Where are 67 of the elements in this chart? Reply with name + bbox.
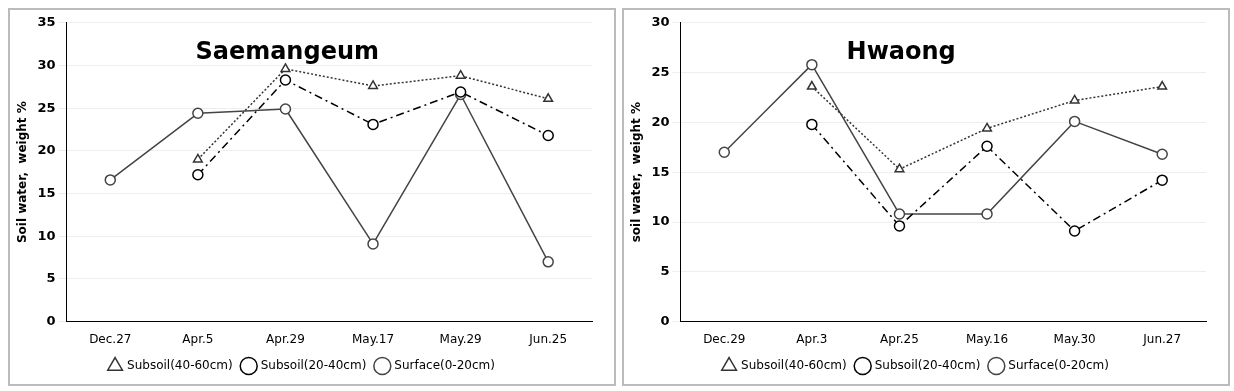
- text: Hwaong: [846, 37, 956, 66]
- x-tick-label: Jun.25: [528, 331, 568, 346]
- y-tick-label: 35: [37, 14, 56, 30]
- legend-label: Surface(0-20cm): [394, 358, 495, 373]
- text: Saemangeum: [195, 37, 380, 66]
- y-tick-label: 25: [37, 99, 56, 115]
- legend-label: Surface(0-20cm): [1008, 358, 1109, 373]
- y-axis-title: Soil water, weight %: [15, 101, 30, 244]
- y-tick-label: 20: [37, 142, 56, 158]
- x-tick-label: Dec.27: [89, 331, 132, 346]
- point: [1068, 225, 1081, 237]
- point: [893, 208, 906, 220]
- point: [279, 103, 292, 115]
- y-tick-label: 15: [37, 184, 56, 200]
- x-tick-label: Apr.29: [266, 331, 305, 346]
- point: [806, 118, 818, 131]
- point: [367, 238, 379, 250]
- legend-label: Subsoil(40-60cm): [741, 358, 847, 373]
- y-axis-title: soil water, weight %: [629, 102, 644, 243]
- x-tick-label: Dec.29: [703, 331, 746, 346]
- x-tick-label: May.29: [439, 331, 482, 346]
- point: [192, 107, 204, 120]
- point: [1068, 115, 1081, 128]
- x-tick-label: Jun.27: [1142, 331, 1182, 346]
- y-tick-label: 30: [37, 56, 56, 72]
- point: [718, 146, 731, 159]
- legend-label: Subsoil(40-60cm): [127, 358, 233, 373]
- point: [1157, 80, 1168, 90]
- y-tick-label: 5: [660, 263, 670, 279]
- point: [455, 69, 466, 79]
- x-tick-label: May.30: [1053, 331, 1096, 346]
- point: [894, 163, 905, 173]
- point: [192, 153, 203, 163]
- point: [806, 80, 817, 90]
- point: [893, 220, 906, 232]
- y-tick-label: 25: [651, 63, 670, 79]
- y-tick-label: 20: [651, 113, 670, 129]
- x-tick-label: Apr.25: [880, 331, 919, 346]
- legend-label: Subsoil(20-40cm): [260, 358, 367, 373]
- legend-label: Subsoil(20-40cm): [874, 358, 981, 373]
- x-tick-label: May.16: [965, 331, 1009, 346]
- point: [1069, 94, 1080, 104]
- point: [542, 256, 554, 268]
- point: [192, 169, 204, 181]
- point: [104, 174, 117, 186]
- y-tick-label: 0: [46, 312, 56, 328]
- y-tick-label: 30: [651, 14, 670, 30]
- y-tick-label: 10: [651, 213, 670, 229]
- x-tick-label: Apr.3: [796, 331, 828, 346]
- x-tick-label: May.17: [351, 331, 395, 346]
- point: [806, 58, 818, 71]
- point: [981, 122, 993, 132]
- y-tick-label: 5: [46, 270, 56, 286]
- x-tick-label: Apr.5: [182, 331, 214, 346]
- point: [367, 80, 379, 90]
- point: [543, 93, 554, 103]
- point: [367, 118, 379, 131]
- point: [1156, 148, 1168, 161]
- y-tick-label: 0: [660, 312, 670, 328]
- point: [981, 140, 993, 153]
- point: [280, 63, 291, 73]
- point: [981, 208, 993, 220]
- point: [1156, 174, 1168, 186]
- y-tick-label: 10: [37, 227, 56, 243]
- y-tick-label: 15: [651, 163, 670, 179]
- point: [542, 129, 554, 142]
- point: [279, 74, 292, 86]
